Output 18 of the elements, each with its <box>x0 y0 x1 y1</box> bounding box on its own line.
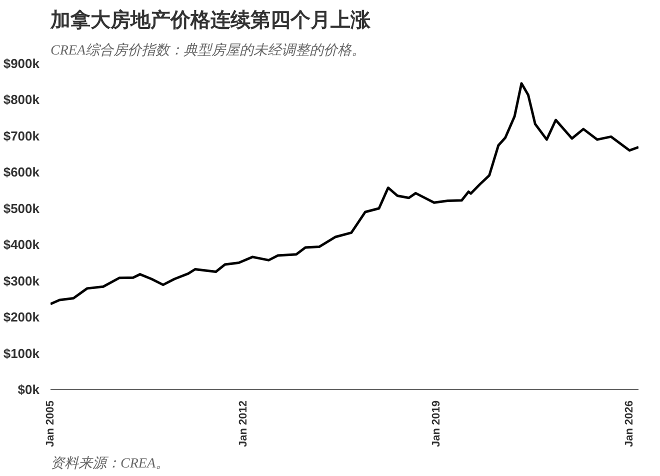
chart-subtitle: CREA综合房价指数：典型房屋的未经调整的价格。 <box>50 42 366 58</box>
y-tick-label: $900k <box>3 56 40 71</box>
x-tick-label: Jan 2005 <box>44 400 56 447</box>
line-series <box>50 82 638 306</box>
y-tick-label: $400k <box>3 237 40 252</box>
y-tick-label: $300k <box>3 273 40 288</box>
y-tick-label: $100k <box>3 346 40 361</box>
y-tick-label: $700k <box>3 128 40 144</box>
x-tick-label: Jan 2012 <box>237 400 250 447</box>
y-tick-label: $500k <box>3 200 40 216</box>
y-tick-label: $0k <box>18 382 40 397</box>
y-tick-label: $800k <box>3 92 40 108</box>
text: 资料来源：CREA。 <box>50 456 170 472</box>
y-tick-label: $600k <box>3 164 40 180</box>
y-tick-label: $200k <box>3 310 40 325</box>
x-tick-label: Jan 2026 <box>623 400 636 447</box>
x-tick-label: Jan 2019 <box>430 400 442 447</box>
chart-title: 加拿大房地产价格连续第四个月上涨 <box>50 8 372 32</box>
